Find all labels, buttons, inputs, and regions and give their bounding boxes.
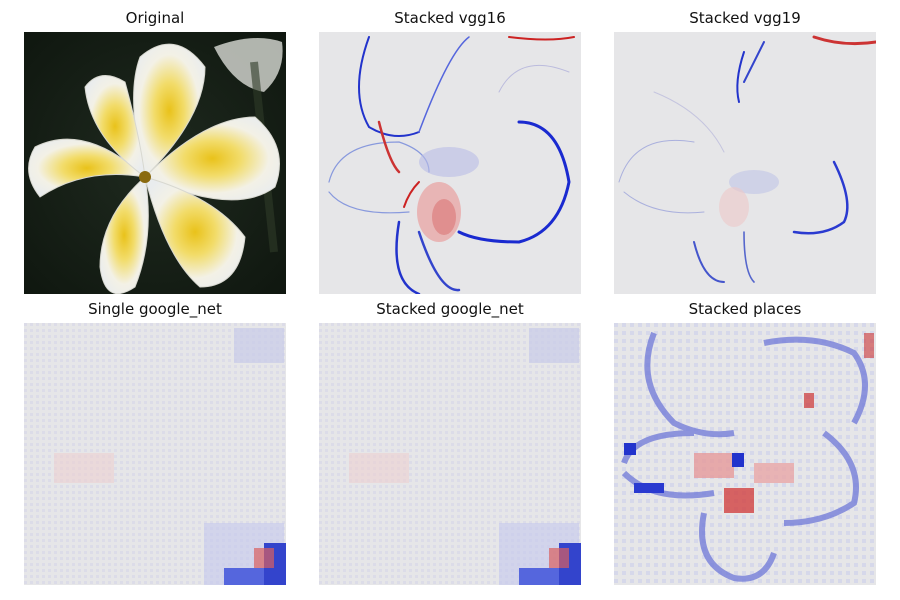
original-flower-image <box>24 32 286 294</box>
panel-title-stacked-vgg19: Stacked vgg19 <box>689 9 801 27</box>
saliency-heatmap <box>319 323 581 585</box>
panel-title-stacked-places: Stacked places <box>688 300 802 318</box>
saliency-map-single-google-net <box>24 323 286 585</box>
saliency-map-stacked-places <box>614 323 876 585</box>
saliency-heatmap <box>614 32 876 294</box>
saliency-heatmap <box>24 323 286 585</box>
flower-photo <box>24 32 286 294</box>
saliency-map-vgg19 <box>614 32 876 294</box>
saliency-map-vgg16 <box>319 32 581 294</box>
panel-title-stacked-google-net: Stacked google_net <box>376 300 524 318</box>
panel-title-original: Original <box>125 9 185 27</box>
saliency-heatmap <box>614 323 876 585</box>
panel-title-single-google-net: Single google_net <box>88 300 222 318</box>
saliency-map-stacked-google-net <box>319 323 581 585</box>
panel-title-stacked-vgg16: Stacked vgg16 <box>394 9 506 27</box>
saliency-heatmap <box>319 32 581 294</box>
